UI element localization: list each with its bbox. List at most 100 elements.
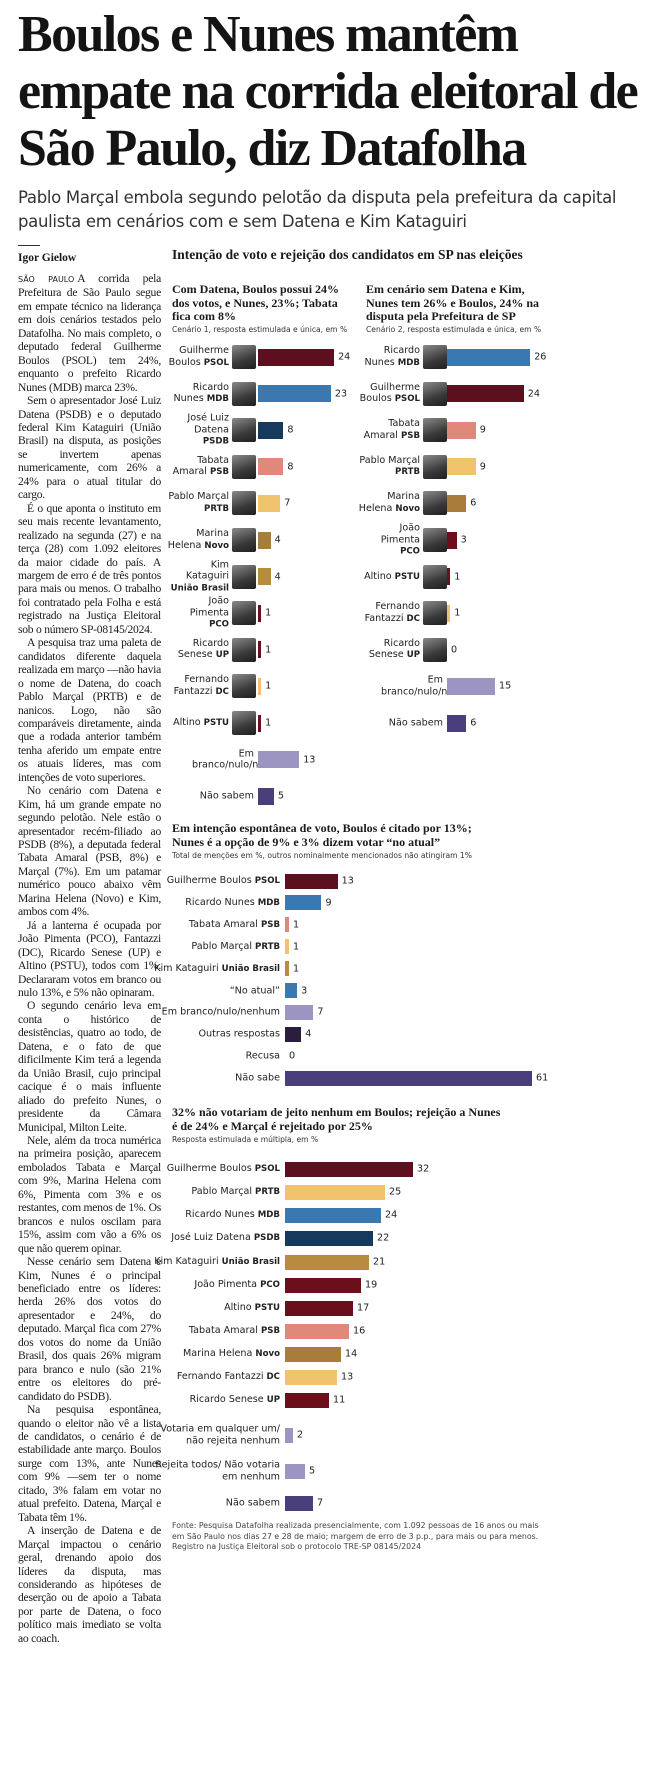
bar (447, 568, 451, 586)
subtitle: Pablo Marçal embola segundo pelotão da d… (18, 188, 617, 231)
row-label: João PimentaPCO (167, 595, 229, 631)
value-label: 6 (470, 717, 477, 729)
party: DC (266, 1371, 280, 1382)
candidate-name: Guilherme Boulos (166, 874, 252, 886)
candidate-photo (423, 564, 447, 589)
row-label: Não sabem (381, 717, 443, 729)
party: PSDB (253, 1232, 280, 1243)
candidate-name: João Pimenta (189, 595, 229, 618)
chart-note: Cenário 2, resposta estimulada e única, … (366, 325, 542, 334)
row-label: Guilherme Boulos PSOL (167, 345, 229, 369)
row-label: Ricardo Nunes MDB (150, 897, 280, 910)
value-label: 1 (265, 644, 272, 656)
bar (285, 1323, 349, 1339)
party: União Brasil (221, 1256, 280, 1267)
bar (285, 1207, 381, 1223)
value-label: 6 (470, 497, 477, 509)
paragraph: O segundo cenário leva em conta o histór… (18, 999, 161, 1134)
party: PRTB (255, 941, 280, 952)
candidate-photo (423, 381, 447, 406)
party: União Brasil (221, 963, 280, 974)
candidate-name: Ricardo Senese (189, 1393, 264, 1405)
value-label: 1 (293, 919, 300, 931)
bar (447, 714, 467, 732)
value-label: 4 (274, 571, 281, 583)
value-label: 4 (305, 1028, 312, 1040)
candidate-name: Recusa (245, 1050, 280, 1062)
paragraph-text: A corrida pela Prefeitura de São Paulo s… (18, 272, 161, 394)
paragraph-text: É o que aponta o instituto em seu mais r… (18, 501, 161, 636)
party: PSTU (203, 717, 229, 728)
candidate-photo (232, 637, 256, 662)
chart-title: Em intenção espontânea de voto, Boulos é… (172, 821, 472, 849)
chart-title: 32% não votariam de jeito nenhum em Boul… (172, 1105, 501, 1133)
value-label: 19 (365, 1279, 378, 1291)
author-rule (18, 245, 40, 246)
row-label: Altino PSTU (167, 717, 229, 730)
value-label: 9 (479, 461, 486, 473)
party: PRTB (204, 503, 229, 514)
bar (285, 983, 298, 998)
party: MDB (257, 1209, 280, 1220)
candidate-name: Tabata Amaral (363, 418, 420, 441)
candidate-name: Ricardo Nunes (185, 1208, 255, 1220)
party: UP (266, 1394, 280, 1405)
candidate-name: Ricardo Nunes (173, 381, 230, 405)
paragraph: É o que aponta o instituto em seu mais r… (18, 502, 161, 637)
candidate-name: Rejeita todos/ Não votaria em nenhum (155, 1459, 280, 1483)
value-label: 5 (309, 1465, 316, 1477)
candidate-name: Não sabe (235, 1072, 280, 1084)
value-label: 17 (357, 1302, 370, 1314)
bar (285, 1254, 369, 1270)
paragraph: SÃO PAULO A corrida pela Prefeitura de Sã… (18, 272, 161, 394)
paragraph-text: Nele, além da troca numérica na primeira… (18, 1134, 161, 1255)
party: PSTU (254, 1302, 280, 1313)
row-label: Pablo MarçalPRTB (167, 491, 229, 515)
chart-note: Total de menções em %, outros nominalmen… (172, 851, 472, 860)
row-label: João PimentaPCO (358, 522, 420, 558)
candidate-name: Ricardo Senese (177, 637, 229, 661)
bar (258, 714, 262, 732)
value-label: 0 (289, 1050, 296, 1062)
candidate-photo (423, 637, 447, 662)
value-label: 8 (287, 461, 294, 473)
candidate-photo (232, 528, 256, 552)
candidate-name: Altino (173, 716, 201, 728)
chart-title: Com Datena, Boulos possui 24% dos votos,… (172, 282, 340, 323)
bar (285, 1392, 329, 1408)
row-label: Rejeita todos/ Não votaria em nenhum (150, 1460, 280, 1483)
candidate-name: João Pimenta (380, 522, 420, 545)
bar (285, 939, 290, 955)
chart-title: Em cenário sem Datena e Kim, Nunes tem 2… (366, 282, 540, 323)
row-label: Guilherme Boulos PSOL (358, 382, 420, 406)
party: PSB (400, 430, 420, 441)
candidate-name: Tabata Amaral (188, 918, 258, 930)
row-label: Ricardo Senese UP (150, 1394, 280, 1407)
bar (285, 1300, 353, 1316)
bar (285, 1463, 305, 1479)
paragraph: A inserção de Datena e de Marçal impacto… (18, 1524, 161, 1645)
paragraph: No cenário com Datena e Kim, há um grand… (18, 784, 161, 919)
bar (285, 1346, 341, 1362)
candidate-photo (423, 528, 447, 552)
bar (258, 604, 262, 622)
value-label: 7 (317, 1006, 324, 1018)
row-label: Tabata Amaral PSB (150, 1325, 280, 1338)
candidate-name: Fernando Fantazzi (364, 601, 420, 624)
row-label: Marina Helena Novo (167, 528, 229, 552)
candidate-photo (232, 345, 256, 369)
bar (258, 348, 335, 366)
bar (447, 385, 524, 403)
value-label: 1 (454, 571, 461, 583)
row-label: Kim KataguiriUnião Brasil (167, 559, 229, 595)
paragraph-text: A inserção de Datena e de Marçal impacto… (18, 1524, 161, 1645)
row-label: Ricardo Nunes MDB (358, 345, 421, 369)
party: PSOL (394, 394, 420, 405)
row-label: Pablo MarçalPRTB (358, 455, 420, 479)
bar (258, 385, 331, 403)
value-label: 14 (345, 1348, 358, 1360)
candidate-name: Guilherme Boulos (359, 381, 420, 405)
